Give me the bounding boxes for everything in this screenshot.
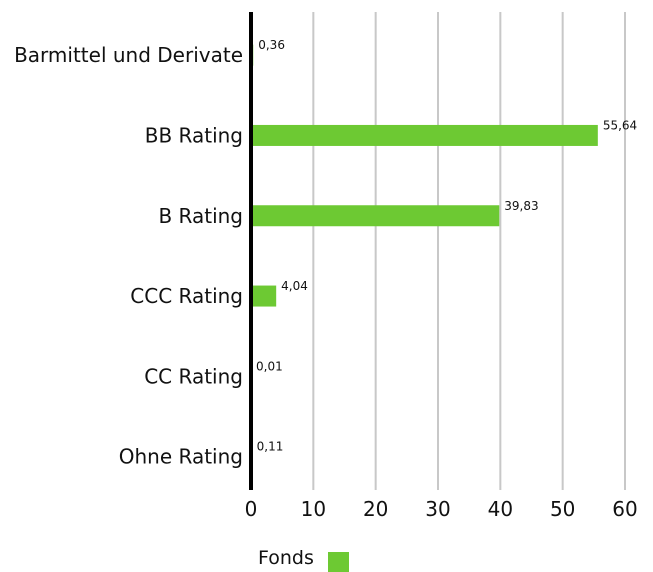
data-label: 39,83 — [504, 199, 538, 213]
bar — [251, 205, 500, 227]
category-label: CC Rating — [144, 364, 243, 388]
category-label: Barmittel und Derivate — [14, 43, 243, 67]
x-tick-label: 40 — [488, 497, 513, 521]
legend-swatch-fonds — [328, 552, 349, 572]
x-tick-label: 0 — [245, 497, 258, 521]
x-tick-label: 20 — [363, 497, 388, 521]
data-label: 4,04 — [281, 279, 308, 293]
data-label: 0,01 — [256, 359, 283, 373]
bar — [251, 285, 277, 307]
x-tick-label: 30 — [425, 497, 450, 521]
bar — [251, 124, 598, 146]
x-tick-label: 50 — [550, 497, 575, 521]
legend: Fonds — [258, 547, 349, 572]
legend-label-fonds: Fonds — [258, 547, 314, 569]
category-labels: Barmittel und Derivate BB Rating B Rating C… — [14, 43, 243, 469]
data-labels: 0,36 55,64 39,83 4,04 0,01 0,11 — [256, 38, 637, 454]
data-label: 0,11 — [257, 440, 284, 454]
category-label: B Rating — [158, 204, 243, 228]
category-label: CCC Rating — [130, 284, 243, 308]
x-tick-label: 60 — [612, 497, 637, 521]
data-label: 0,36 — [258, 38, 285, 52]
x-tick-labels: 0 10 20 30 40 50 60 — [245, 497, 638, 521]
data-label: 55,64 — [603, 118, 637, 132]
gridlines — [312, 12, 626, 490]
category-label: BB Rating — [145, 123, 243, 147]
x-tick-label: 10 — [301, 497, 326, 521]
category-label: Ohne Rating — [119, 445, 243, 469]
bars — [251, 44, 598, 468]
